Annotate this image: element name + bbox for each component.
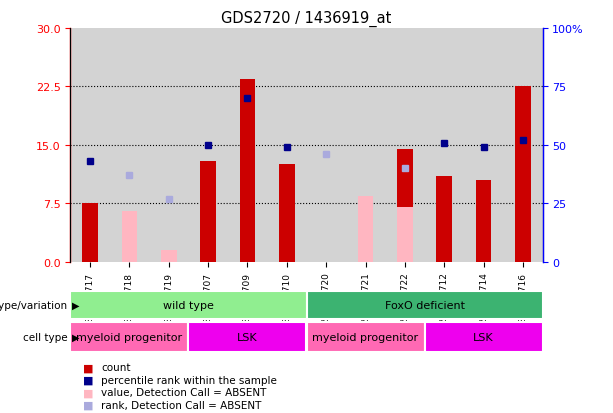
Text: ■: ■ — [83, 375, 93, 385]
Bar — [240, 79, 256, 262]
Bar — [306, 322, 424, 352]
Text: wild type: wild type — [163, 300, 214, 310]
Bar — [279, 165, 295, 262]
Text: LSK: LSK — [473, 332, 494, 342]
Bar — [357, 196, 373, 262]
Bar — [424, 322, 543, 352]
Bar — [70, 322, 189, 352]
Bar — [161, 251, 177, 262]
Bar — [306, 291, 543, 319]
Bar — [70, 291, 306, 319]
Text: myeloid progenitor: myeloid progenitor — [313, 332, 419, 342]
Bar — [397, 208, 413, 262]
Text: ▶: ▶ — [72, 332, 79, 342]
Text: myeloid progenitor: myeloid progenitor — [77, 332, 183, 342]
Bar — [397, 150, 413, 262]
Bar — [515, 87, 531, 262]
Bar — [121, 212, 137, 262]
Bar — [476, 180, 492, 262]
Bar — [436, 177, 452, 262]
Bar — [82, 204, 98, 262]
Text: rank, Detection Call = ABSENT: rank, Detection Call = ABSENT — [101, 400, 262, 410]
Text: ■: ■ — [83, 387, 93, 397]
Text: LSK: LSK — [237, 332, 258, 342]
Text: cell type: cell type — [23, 332, 67, 342]
Text: percentile rank within the sample: percentile rank within the sample — [101, 375, 277, 385]
Text: genotype/variation: genotype/variation — [0, 300, 67, 310]
Text: GDS2720 / 1436919_at: GDS2720 / 1436919_at — [221, 10, 392, 26]
Text: ■: ■ — [83, 400, 93, 410]
Text: count: count — [101, 363, 131, 373]
Bar — [189, 322, 306, 352]
Text: ▶: ▶ — [72, 300, 79, 310]
Text: ■: ■ — [83, 363, 93, 373]
Text: value, Detection Call = ABSENT: value, Detection Call = ABSENT — [101, 387, 267, 397]
Bar — [200, 161, 216, 262]
Text: FoxO deficient: FoxO deficient — [384, 300, 465, 310]
